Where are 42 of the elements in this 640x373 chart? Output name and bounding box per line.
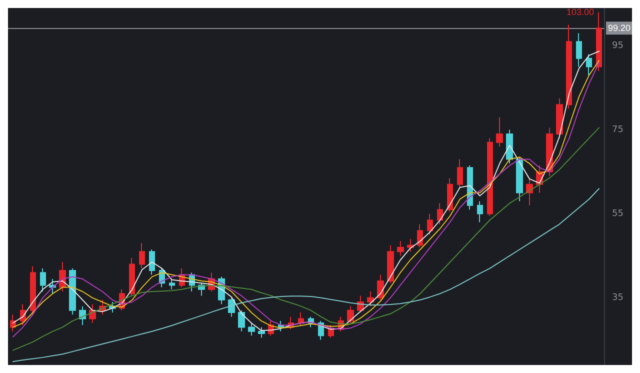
- candlestick: [586, 54, 592, 76]
- annotation: 103.00: [566, 7, 594, 18]
- y-tick-label: 75: [612, 124, 624, 135]
- candlestick: [447, 178, 453, 212]
- candlestick: [437, 202, 443, 225]
- line-series: [12, 188, 600, 362]
- candlestick: [487, 138, 493, 216]
- candlestick: [30, 266, 36, 316]
- candlestick: [238, 310, 245, 332]
- candlestick: [467, 165, 473, 210]
- candlestick: [387, 244, 394, 284]
- candlestick: [427, 213, 433, 236]
- candlestick: [258, 326, 265, 338]
- candlestick: [248, 322, 255, 336]
- candlestick: [496, 116, 503, 148]
- candlestick: [457, 158, 463, 190]
- candlestick: [367, 291, 374, 307]
- candlestick: [417, 224, 423, 248]
- candlestick: [477, 200, 483, 223]
- y-tick-label: 35: [612, 292, 624, 303]
- candlestick: [397, 240, 404, 256]
- candlestick: [169, 278, 175, 290]
- candlestick: [407, 238, 414, 252]
- candlestick: [526, 178, 533, 206]
- candlestick: [516, 156, 523, 202]
- ref-line-label: 99.20: [608, 23, 631, 34]
- line-series: [12, 127, 600, 351]
- candlestick: [506, 129, 513, 164]
- candlestick: [298, 312, 304, 326]
- candlestick: [139, 242, 145, 269]
- y-tick-label: 95: [612, 40, 624, 51]
- candlestick: [69, 268, 76, 316]
- candlestick: [347, 306, 354, 324]
- candlestick: [566, 24, 572, 110]
- candlestick: [576, 32, 582, 68]
- candlestick: [328, 324, 334, 338]
- candlestick: [149, 249, 155, 276]
- candlestick: [40, 268, 46, 292]
- candlestick: [596, 12, 602, 72]
- candlestick: [556, 98, 563, 139]
- y-tick-label: 55: [612, 208, 624, 219]
- candlestick: [129, 257, 135, 296]
